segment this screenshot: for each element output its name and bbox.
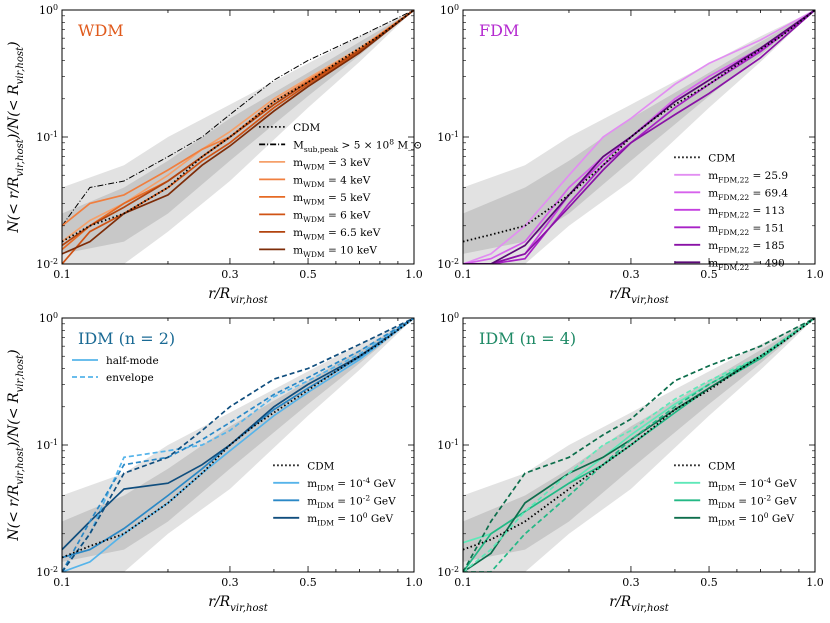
- x-tick-label: 0.3: [221, 576, 239, 589]
- y-tick-label: 10-2: [36, 565, 58, 579]
- x-axis-label: r/Rvir,host: [208, 286, 269, 306]
- legend-series-label: mIDM = 10-4 GeV: [307, 476, 396, 492]
- y-tick-label: 100: [440, 311, 459, 325]
- style-legend-label: half-mode: [106, 355, 159, 367]
- plot-area: [62, 10, 414, 264]
- legend-series-label: mWDM = 10 keV: [293, 244, 377, 259]
- plot-area: [62, 318, 414, 572]
- y-tick-label: 10-2: [36, 257, 58, 271]
- legend-series-label: mFDM,22 = 69.4: [708, 187, 788, 202]
- legend-series-label: mFDM,22 = 490: [708, 257, 785, 272]
- panel-wdm: 0.1 0.3 0.5 1.0 10-2 10-1 100 r/Rvir,host N(< r/…: [6, 3, 423, 306]
- x-axis-label: r/Rvir,host: [208, 594, 269, 614]
- y-tick-label: 10-1: [437, 130, 459, 144]
- series-line: [62, 10, 414, 255]
- legend-series-label: mWDM = 6.5 keV: [293, 227, 381, 242]
- legend-cdm-label: CDM: [708, 460, 735, 472]
- panel-fdm: 0.1 0.3 0.5 1.0 10-2 10-1 100 r/Rvir,host FDM CDM…: [437, 3, 823, 306]
- panel-title: WDM: [78, 21, 124, 40]
- plot-area: [463, 318, 815, 572]
- legend-series-label: mIDM = 10-4 GeV: [708, 476, 797, 492]
- x-tick-label: 1.0: [806, 576, 824, 589]
- panel-title: IDM (n = 2): [78, 329, 175, 348]
- mass-cut-line: [62, 10, 414, 227]
- legend-series-label: mWDM = 4 keV: [293, 174, 371, 189]
- cdm-line: [62, 10, 414, 243]
- panel-title: IDM (n = 4): [479, 329, 576, 348]
- x-tick-label: 0.5: [700, 576, 718, 589]
- series-line: [463, 318, 815, 572]
- series-line: [62, 318, 414, 551]
- x-tick-label: 0.1: [53, 576, 71, 589]
- series-line: [463, 318, 815, 572]
- x-tick-label: 0.1: [454, 268, 472, 281]
- y-tick-label: 100: [39, 311, 58, 325]
- x-tick-label: 0.1: [454, 576, 472, 589]
- x-axis-label: r/Rvir,host: [609, 286, 670, 306]
- y-axis-label: N(< r/Rvir,host)/N(< Rvir,host): [6, 41, 26, 233]
- legend-series-label: mFDM,22 = 151: [708, 222, 785, 237]
- series-line: [62, 10, 414, 264]
- scatter-band-inner: [62, 318, 414, 562]
- legend-series-label: mFDM,22 = 113: [708, 205, 785, 220]
- legend-series-label: mWDM = 3 keV: [293, 157, 371, 172]
- cdm-line: [463, 318, 815, 551]
- series-line: [62, 318, 414, 572]
- plot-area: [463, 10, 815, 264]
- x-tick-label: 1.0: [405, 576, 423, 589]
- legend-series-label: mFDM,22 = 185: [708, 240, 785, 255]
- x-tick-label: 0.3: [221, 268, 239, 281]
- series-line: [62, 318, 414, 572]
- legend-series-label: mFDM,22 = 25.9: [708, 170, 788, 185]
- y-tick-label: 100: [440, 3, 459, 17]
- panel-title: FDM: [479, 21, 519, 40]
- y-tick-label: 100: [39, 3, 58, 17]
- series-line: [463, 10, 815, 264]
- series-line: [463, 10, 815, 264]
- legend-cdm-label: CDM: [293, 122, 320, 134]
- x-tick-label: 0.5: [700, 268, 718, 281]
- scatter-band-inner: [463, 10, 815, 254]
- x-tick-label: 0.3: [622, 576, 640, 589]
- series-line: [62, 10, 414, 247]
- series-line: [463, 10, 815, 264]
- y-tick-label: 10-1: [437, 438, 459, 452]
- legend-series-label: mWDM = 5 keV: [293, 192, 371, 207]
- legend-series-label: mIDM = 100 GeV: [708, 511, 794, 527]
- legend-series-label: mIDM = 10-2 GeV: [307, 494, 396, 510]
- series-line: [62, 318, 414, 572]
- cdm-line: [463, 10, 815, 243]
- y-axis-label: N(< r/Rvir,host)/N(< Rvir,host): [6, 349, 26, 541]
- x-tick-label: 0.5: [299, 268, 317, 281]
- panel-idm2: 0.1 0.3 0.5 1.0 10-2 10-1 100 r/Rvir,host N(< r/…: [6, 311, 423, 614]
- panel-idm4: 0.1 0.3 0.5 1.0 10-2 10-1 100 r/Rvir,host IDM (n…: [437, 311, 823, 614]
- series-line: [62, 10, 414, 227]
- legend-series-label: mIDM = 10-2 GeV: [708, 494, 797, 510]
- legend-cdm-label: CDM: [708, 152, 735, 164]
- y-tick-label: 10-2: [437, 565, 459, 579]
- legend-mass-cut-label: Msub,peak > 5 × 108 M_⊙: [293, 138, 422, 154]
- y-tick-label: 10-1: [36, 130, 58, 144]
- series-line: [463, 318, 815, 572]
- x-tick-label: 0.5: [299, 576, 317, 589]
- legend-series-label: mIDM = 100 GeV: [307, 511, 393, 527]
- x-tick-label: 1.0: [806, 268, 824, 281]
- series-line: [62, 318, 414, 572]
- style-legend-label: envelope: [106, 372, 154, 384]
- y-tick-label: 10-1: [36, 438, 58, 452]
- y-tick-label: 10-2: [437, 257, 459, 271]
- series-line: [463, 10, 815, 264]
- series-line: [62, 10, 414, 243]
- x-tick-label: 1.0: [405, 268, 423, 281]
- legend-series-label: mWDM = 6 keV: [293, 209, 371, 224]
- x-tick-label: 0.3: [622, 268, 640, 281]
- legend-cdm-label: CDM: [307, 460, 334, 472]
- x-tick-label: 0.1: [53, 268, 71, 281]
- x-axis-label: r/Rvir,host: [609, 594, 670, 614]
